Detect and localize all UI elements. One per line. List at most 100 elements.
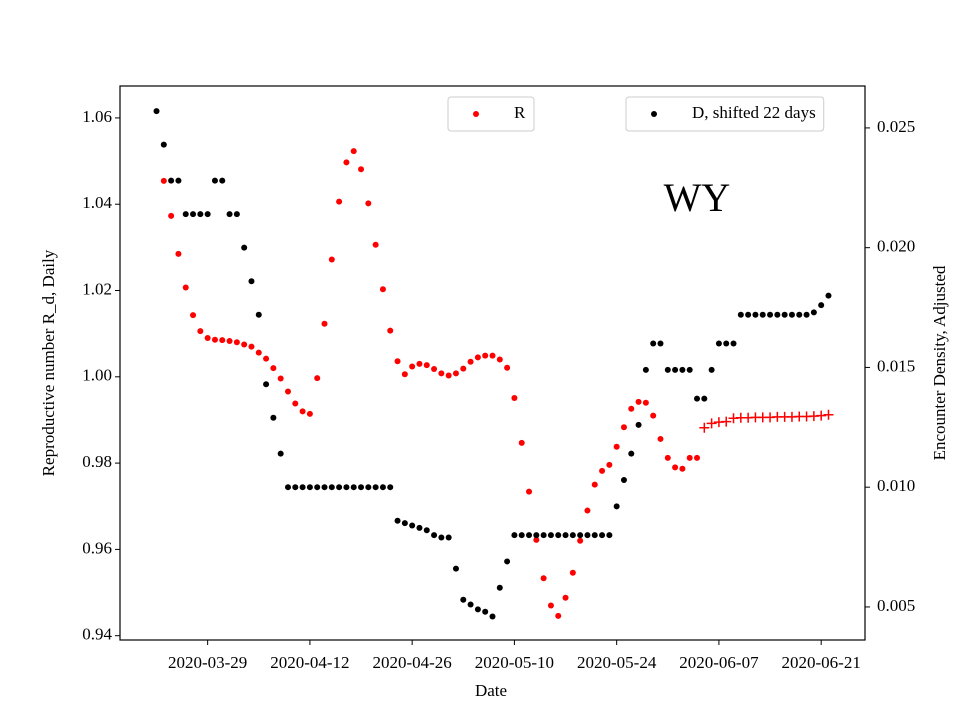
point	[211, 336, 218, 343]
point	[715, 340, 722, 347]
point	[650, 340, 657, 347]
point	[672, 366, 679, 373]
point	[292, 484, 299, 491]
point	[482, 608, 489, 615]
point	[438, 370, 445, 377]
point	[620, 424, 627, 431]
point	[825, 292, 832, 299]
x-tick-label: 2020-04-26	[372, 653, 451, 672]
y2-tick-label: 0.015	[877, 356, 915, 375]
point	[423, 362, 430, 369]
x-axis-label: Date	[475, 681, 507, 700]
point	[445, 372, 452, 379]
point	[759, 311, 766, 318]
point	[284, 484, 291, 491]
point	[672, 464, 679, 471]
y2-tick-label: 0.005	[877, 596, 915, 615]
point	[526, 488, 533, 495]
point	[211, 177, 218, 184]
point	[263, 355, 270, 362]
point	[248, 278, 255, 285]
legend-box	[447, 96, 535, 132]
point	[431, 532, 438, 539]
point	[233, 339, 240, 346]
point	[452, 370, 459, 377]
point	[606, 461, 613, 468]
point	[255, 349, 262, 356]
y-tick-label: 1.04	[82, 193, 112, 212]
point	[796, 311, 803, 318]
point	[314, 484, 321, 491]
annotation: WY	[664, 175, 731, 220]
point	[204, 211, 211, 218]
point	[599, 467, 606, 474]
point	[664, 454, 671, 461]
point	[460, 365, 467, 372]
point	[358, 166, 365, 173]
y-tick-label: 0.98	[82, 452, 112, 471]
point	[241, 341, 248, 348]
point	[518, 532, 525, 539]
point	[540, 532, 547, 539]
x-tick-label: 2020-04-12	[270, 653, 349, 672]
point	[343, 484, 350, 491]
point	[204, 334, 211, 341]
point	[379, 286, 386, 293]
point	[277, 375, 284, 382]
point	[730, 340, 737, 347]
point	[657, 435, 664, 442]
point	[160, 177, 167, 184]
y-tick-label: 0.96	[82, 538, 112, 557]
point	[365, 200, 372, 207]
x-tick-label: 2020-06-07	[679, 653, 759, 672]
point	[299, 484, 306, 491]
point	[336, 198, 343, 205]
point	[628, 405, 635, 412]
point	[182, 284, 189, 291]
point	[270, 414, 277, 421]
point	[584, 507, 591, 514]
point	[496, 584, 503, 591]
y-tick-label: 1.06	[82, 107, 112, 126]
point	[336, 484, 343, 491]
point	[372, 241, 379, 248]
point	[803, 311, 810, 318]
point	[569, 532, 576, 539]
point	[642, 399, 649, 406]
plus-marker	[823, 409, 834, 420]
point	[599, 532, 606, 539]
point	[160, 141, 167, 148]
point	[723, 340, 730, 347]
point	[540, 575, 547, 582]
point	[394, 358, 401, 365]
point	[518, 439, 525, 446]
point	[343, 159, 350, 166]
point	[526, 532, 533, 539]
point	[219, 337, 226, 344]
point	[679, 366, 686, 373]
point	[482, 352, 489, 359]
point	[394, 517, 401, 524]
point	[504, 558, 511, 565]
y2-tick-label: 0.020	[877, 237, 915, 256]
point	[190, 211, 197, 218]
point	[752, 311, 759, 318]
point	[694, 395, 701, 402]
y-tick-label: 0.94	[82, 625, 112, 644]
point	[175, 177, 182, 184]
point	[321, 484, 328, 491]
point	[664, 366, 671, 373]
point	[642, 366, 649, 373]
point	[562, 594, 569, 601]
point	[496, 356, 503, 363]
y-axis-label: Reproductive number R_d, Daily	[39, 249, 58, 476]
point	[511, 394, 518, 401]
point	[810, 309, 817, 316]
point	[401, 520, 408, 527]
point	[387, 484, 394, 491]
point	[255, 311, 262, 318]
point	[650, 412, 657, 419]
point	[533, 536, 540, 543]
point	[248, 343, 255, 350]
